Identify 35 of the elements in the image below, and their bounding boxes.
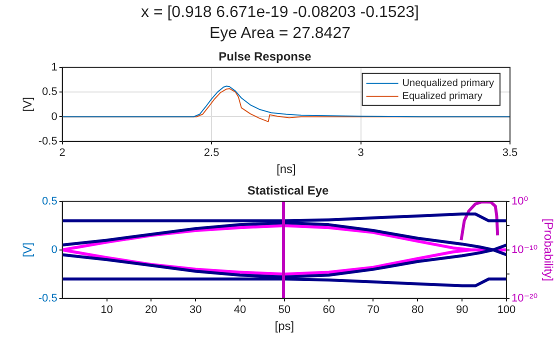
y-tick-label: 0: [51, 244, 58, 256]
x-axis-title: [ns]: [276, 162, 296, 176]
y2-tick-label: 10⁻²⁰: [511, 292, 538, 304]
y-axis-title: [V]: [20, 242, 35, 258]
y-axis-title: [V]: [20, 97, 35, 112]
y-tick-label: 1: [51, 61, 58, 74]
legend-label: Unequalized primary: [402, 78, 494, 90]
x-tick-label: 80: [412, 304, 424, 316]
x-tick-label: 40: [234, 304, 246, 316]
x-tick-label: 3: [358, 147, 364, 160]
x-tick-label: 50: [278, 304, 291, 316]
y-tick-label: 0.5: [42, 86, 58, 98]
y-tick-label: 0.5: [42, 195, 58, 208]
y2-tick-label: 10⁻¹⁰: [511, 244, 538, 256]
legend-label: Equalized primary: [402, 91, 482, 102]
x-tick-label: 2: [59, 147, 66, 160]
x-tick-label: 60: [322, 304, 335, 316]
chart-title: Pulse Response: [218, 50, 312, 64]
x-tick-label: 10: [100, 304, 113, 316]
x-tick-label: 2.5: [204, 147, 220, 160]
y-tick-label: -0.5: [38, 135, 58, 148]
x-tick-label: 70: [367, 304, 380, 316]
y2-axis-title: [Probability]: [541, 218, 556, 282]
x-axis-title: [ps]: [274, 319, 294, 334]
y-tick-label: 0: [51, 110, 58, 123]
x-tick-label: 100: [497, 304, 516, 316]
y2-tick-label: 10⁰: [511, 195, 529, 208]
x-tick-label: 90: [456, 304, 468, 316]
chart-title: Statistical Eye: [247, 184, 330, 198]
x-tick-label: 20: [145, 304, 158, 316]
x-tick-label: 30: [189, 304, 202, 316]
x-tick-label: 3.5: [502, 147, 518, 160]
y-tick-label: -0.5: [38, 292, 58, 304]
text: x = [0.918 6.671e-19 -0.08203 -0.1523]: [140, 3, 420, 23]
text: Eye Area = 27.8427: [208, 24, 352, 44]
